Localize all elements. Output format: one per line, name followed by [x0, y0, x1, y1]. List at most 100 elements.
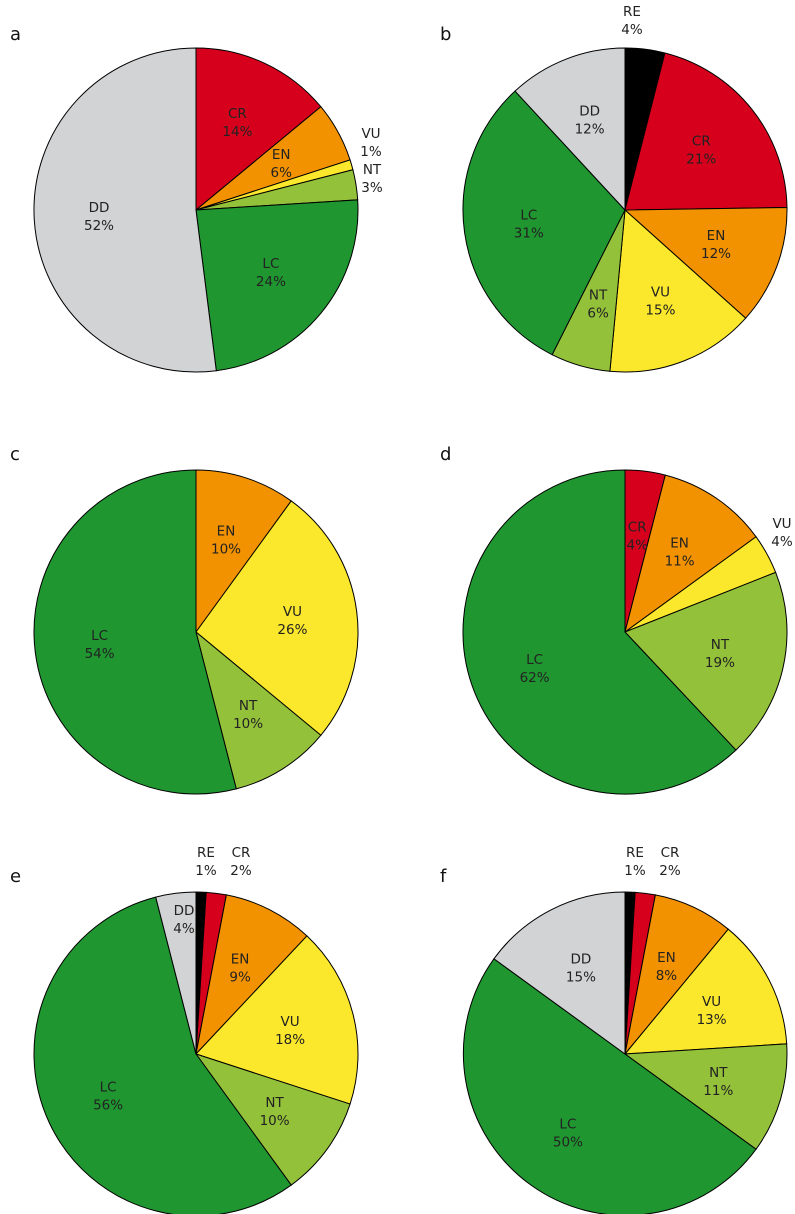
pie-slice-nt: [624, 571, 788, 751]
slice-category-label: EN: [657, 950, 676, 966]
slice-value-label: 12%: [575, 122, 605, 138]
slice-value-label: 1%: [360, 144, 382, 160]
slice-value-label: 18%: [275, 1032, 305, 1048]
slice-value-label: 6%: [587, 305, 609, 321]
slice-value-label: 24%: [256, 274, 286, 290]
slice-category-label: DD: [571, 951, 592, 967]
slice-category-label: CR: [661, 845, 680, 861]
slice-category-label: VU: [772, 516, 791, 532]
pie-panel-c: c EN 10% VU 26% NT 10% LC 54%: [10, 444, 359, 795]
slice-category-label: LC: [559, 1117, 576, 1133]
slice-value-label: 11%: [665, 554, 695, 570]
slice-category-label: VU: [281, 1014, 300, 1030]
pie-slice-cr: [195, 47, 322, 212]
pie-slice-en: [195, 894, 308, 1056]
slice-value-label: 6%: [270, 165, 292, 181]
slice-category-label: LC: [91, 628, 108, 644]
slice-category-label: NT: [363, 162, 382, 178]
slice-category-label: NT: [239, 698, 258, 714]
panel-letter: b: [440, 24, 451, 45]
pie-slice-nt: [194, 1053, 351, 1186]
slice-value-label: 52%: [84, 218, 114, 234]
pie-slice-dd: [493, 891, 626, 1055]
slice-value-label: 26%: [277, 622, 307, 638]
slice-value-label: 12%: [701, 246, 731, 262]
slice-value-label: 1%: [195, 863, 217, 879]
pie-slice-vu: [195, 935, 359, 1105]
slice-labels: CR 4% EN 11% VU 4% NT 19% LC 62%: [520, 516, 793, 686]
pie-slice-dd: [33, 47, 217, 373]
panel-letter: f: [440, 866, 447, 887]
pie-slice-cr: [624, 52, 788, 211]
slice-category-label: EN: [707, 228, 726, 244]
slice-category-label: RE: [197, 845, 215, 861]
slice-category-label: NT: [711, 637, 730, 653]
pie-slice-lc: [462, 90, 626, 356]
slice-category-label: LC: [526, 652, 543, 668]
slice-category-label: VU: [651, 285, 670, 301]
slice-value-label: 2%: [659, 863, 681, 879]
panel-letter: c: [10, 444, 20, 465]
slice-value-label: 11%: [703, 1083, 733, 1099]
pie-slice-en: [624, 474, 757, 634]
slice-category-label: VU: [283, 604, 302, 620]
panel-letter: a: [10, 24, 21, 45]
slice-category-label: CR: [628, 520, 647, 536]
pie-slice-en: [195, 469, 292, 634]
slice-category-label: LC: [100, 1079, 117, 1095]
slice-value-label: 14%: [222, 124, 252, 140]
slice-category-label: LC: [262, 256, 279, 272]
slice-labels: RE 4% CR 21% EN 12% VU 15% NT 6% LC 31% DD 12%: [514, 4, 731, 321]
pie-panel-d: d CR 4% EN 11% VU 4% NT 19% LC 62%: [440, 444, 793, 795]
slice-value-label: 10%: [211, 542, 241, 558]
slice-category-label: DD: [174, 903, 195, 919]
slice-value-label: 2%: [230, 863, 252, 879]
pie-panel-f: f RE 1% CR 2% EN 8% VU 13% NT 11% LC 50% DD 15%: [440, 845, 788, 1214]
slice-category-label: CR: [692, 134, 711, 150]
pie-slice-dd: [155, 891, 197, 1055]
pie-slice-lc: [195, 199, 359, 372]
slice-category-label: RE: [623, 4, 641, 20]
slice-value-label: 4%: [771, 534, 793, 550]
slice-value-label: 62%: [520, 670, 550, 686]
panel-letter: d: [440, 444, 451, 465]
slice-labels: CR 14% EN 6% VU 1% NT 3% LC 24% DD 52%: [84, 106, 383, 290]
slice-value-label: 4%: [173, 921, 195, 937]
slice-category-label: VU: [702, 994, 721, 1010]
pie-slice-lc: [462, 958, 757, 1214]
pie-slice-lc: [33, 896, 292, 1214]
slice-value-label: 8%: [656, 968, 678, 984]
pie-slice-lc: [462, 469, 737, 795]
slice-category-label: LC: [520, 208, 537, 224]
pie-slice-vu: [623, 928, 788, 1055]
slice-value-label: 31%: [514, 226, 544, 242]
slice-value-label: 1%: [624, 863, 646, 879]
slice-value-label: 10%: [233, 716, 263, 732]
slice-category-label: DD: [89, 200, 110, 216]
slice-labels: RE 1% CR 2% EN 9% VU 18% NT 10% LC 56% DD 4%: [93, 845, 305, 1129]
slice-category-label: CR: [232, 845, 251, 861]
pie-panel-e: e RE 1% CR 2% EN 9% VU 18% NT 10% LC 56% DD 4%: [10, 845, 359, 1214]
slice-value-label: 21%: [686, 152, 716, 168]
pie-slice-dd: [514, 47, 626, 212]
pie-slice-lc: [33, 469, 237, 795]
pie-panel-a: a CR 14% EN 6% VU 1% NT 3% LC 24% DD 52%: [10, 24, 383, 373]
slice-labels: RE 1% CR 2% EN 8% VU 13% NT 11% LC 50% DD 15%: [553, 845, 734, 1151]
slice-category-label: NT: [265, 1095, 284, 1111]
pie-slice-en: [623, 206, 788, 319]
pie-slice-vu: [195, 500, 359, 736]
slice-value-label: 4%: [621, 22, 643, 38]
slice-value-label: 19%: [705, 655, 735, 671]
slice-category-label: VU: [361, 126, 380, 142]
slice-category-label: EN: [272, 147, 291, 163]
slice-category-label: CR: [228, 106, 247, 122]
pie-slice-nt: [195, 630, 322, 790]
slice-value-label: 9%: [229, 969, 251, 985]
slice-value-label: 54%: [85, 646, 115, 662]
slice-labels: EN 10% VU 26% NT 10% LC 54%: [85, 524, 308, 733]
slice-value-label: 13%: [697, 1012, 727, 1028]
slice-category-label: EN: [217, 524, 236, 540]
slice-value-label: 56%: [93, 1097, 123, 1113]
slice-value-label: 4%: [626, 538, 648, 554]
